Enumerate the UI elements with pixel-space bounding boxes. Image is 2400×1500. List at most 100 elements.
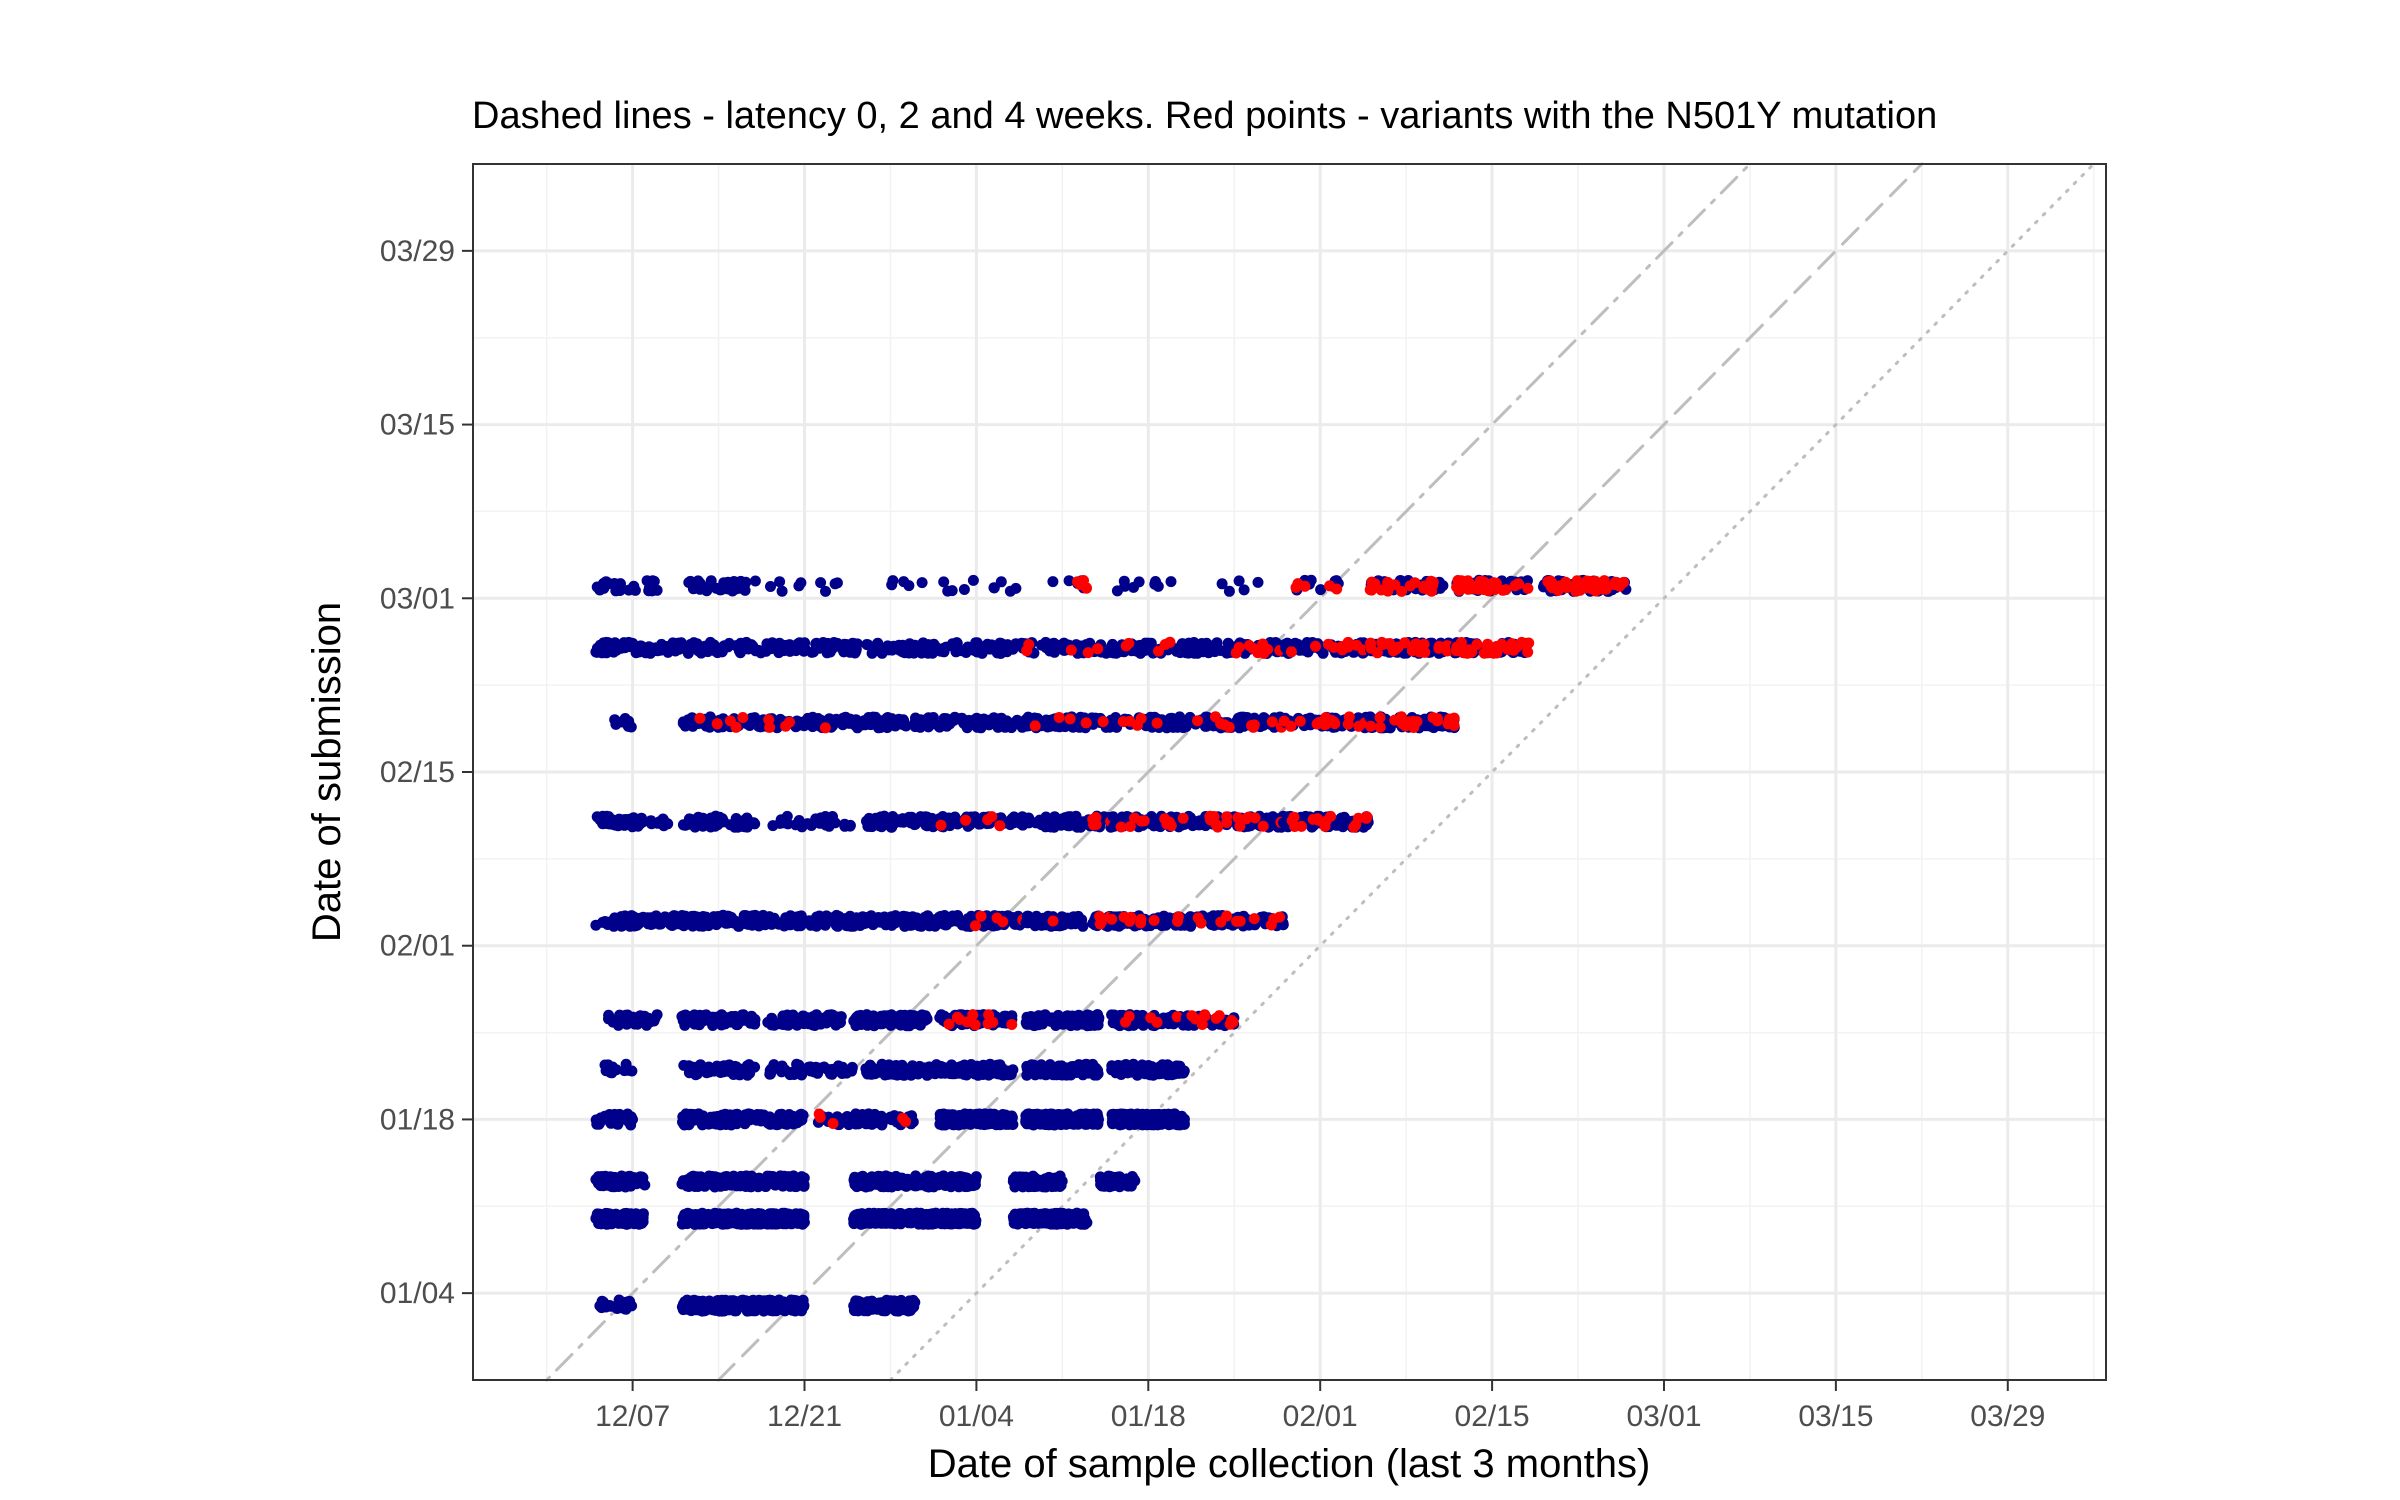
data-point <box>631 919 643 931</box>
data-point <box>1002 1110 1013 1122</box>
n501y-data-point <box>1190 1013 1201 1025</box>
data-point <box>659 915 671 927</box>
data-point <box>605 916 617 928</box>
data-point <box>1042 1011 1054 1023</box>
data-point <box>630 1208 642 1220</box>
data-point <box>731 1207 743 1219</box>
data-point <box>821 1016 833 1028</box>
data-point <box>622 1108 634 1120</box>
data-point <box>914 1216 926 1228</box>
data-point <box>1120 1179 1132 1191</box>
data-point <box>830 912 842 924</box>
data-point <box>789 1066 801 1078</box>
data-point <box>1021 1069 1033 1081</box>
data-point <box>961 1214 972 1226</box>
data-point <box>1062 1010 1074 1022</box>
data-point <box>1133 1110 1145 1122</box>
data-point <box>703 1061 715 1073</box>
n501y-data-point <box>827 1118 839 1129</box>
data-point <box>753 1301 765 1313</box>
data-point <box>614 1216 626 1228</box>
data-point <box>1070 1215 1082 1226</box>
n501y-data-point <box>1148 914 1160 926</box>
data-point <box>740 1109 751 1121</box>
data-point <box>724 1117 736 1129</box>
data-point <box>970 1171 982 1183</box>
data-point <box>689 1298 701 1310</box>
data-point <box>721 1174 733 1186</box>
n501y-data-point <box>1215 916 1227 928</box>
data-point <box>891 1062 903 1073</box>
data-point <box>835 1011 847 1023</box>
data-point <box>762 1295 774 1306</box>
n501y-data-point <box>943 1018 955 1030</box>
data-point <box>749 1061 761 1073</box>
data-point <box>921 1069 933 1081</box>
data-point <box>697 1110 709 1122</box>
n501y-data-point <box>1248 913 1260 925</box>
n501y-data-point <box>1231 915 1243 927</box>
data-point <box>797 918 808 930</box>
data-point <box>767 1171 779 1182</box>
data-point <box>779 1064 791 1076</box>
data-point <box>696 1213 708 1225</box>
data-point <box>1110 1067 1122 1079</box>
data-point <box>794 1298 806 1310</box>
data-point <box>1030 1109 1042 1121</box>
n501y-data-point <box>1210 1012 1222 1024</box>
data-point <box>692 1010 704 1022</box>
n501y-data-point <box>1135 913 1147 925</box>
data-point <box>680 1108 692 1120</box>
data-point <box>901 1011 913 1023</box>
data-point <box>1059 1115 1071 1127</box>
data-point <box>787 1173 799 1184</box>
data-point <box>700 1175 712 1187</box>
data-point <box>864 911 876 923</box>
data-point <box>814 915 826 926</box>
data-point <box>756 1214 768 1226</box>
data-point <box>746 1208 758 1220</box>
grid-lines <box>473 164 2106 1380</box>
n501y-data-point <box>813 1108 825 1120</box>
data-point <box>786 1297 798 1309</box>
data-point <box>1107 1177 1119 1189</box>
data-point <box>1060 1214 1072 1226</box>
n501y-data-point <box>997 916 1009 928</box>
data-point <box>863 1108 875 1120</box>
data-point <box>884 1295 896 1307</box>
data-point <box>1087 1066 1099 1078</box>
data-point <box>1158 910 1170 922</box>
data-point <box>1092 1018 1104 1030</box>
data-point <box>861 1009 873 1021</box>
data-point <box>862 1296 874 1308</box>
data-point <box>1007 916 1019 928</box>
data-point <box>737 1215 749 1227</box>
data-point <box>851 1015 863 1027</box>
data-point <box>852 1295 864 1307</box>
data-point <box>951 1215 963 1227</box>
n501y-data-point <box>1274 911 1286 923</box>
data-point <box>1073 1116 1085 1128</box>
data-point <box>635 1216 647 1227</box>
data-point <box>626 1065 638 1077</box>
data-point <box>745 1181 757 1192</box>
data-point <box>783 919 795 931</box>
data-point <box>905 1179 916 1191</box>
data-point <box>1062 915 1074 927</box>
data-point <box>1051 1209 1063 1221</box>
data-point <box>986 1065 998 1077</box>
data-point <box>712 916 724 928</box>
n501y-data-point <box>975 910 987 922</box>
data-point <box>1016 1176 1028 1188</box>
n501y-data-point <box>982 1018 994 1030</box>
data-point <box>920 1177 932 1189</box>
data-point <box>909 915 921 927</box>
n501y-data-point <box>1227 1016 1239 1028</box>
data-point <box>718 1066 730 1078</box>
data-point <box>1166 1118 1178 1130</box>
n501y-data-point <box>1106 913 1118 925</box>
data-point <box>708 1112 720 1124</box>
data-point <box>1107 1113 1119 1125</box>
data-point <box>764 916 776 928</box>
